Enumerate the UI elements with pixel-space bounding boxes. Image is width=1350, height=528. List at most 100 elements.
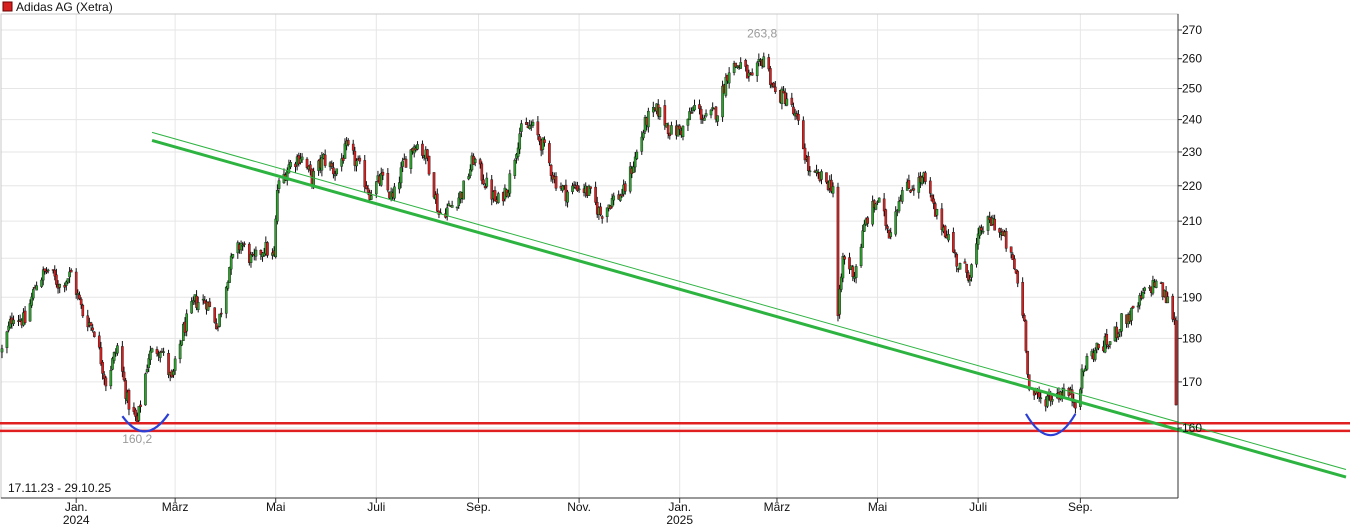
candle-body: [797, 114, 800, 121]
candle-body: [1173, 317, 1176, 321]
candle-body: [239, 243, 243, 251]
candle-body: [30, 296, 33, 306]
candle-body: [139, 404, 142, 408]
candle-body: [343, 143, 347, 159]
candle-body: [1108, 341, 1112, 345]
candle-body: [158, 351, 162, 358]
candle-body: [952, 232, 955, 253]
candle-body: [1174, 320, 1178, 406]
candle-body: [104, 377, 108, 387]
candle-body: [53, 269, 57, 277]
candle-body: [716, 115, 719, 122]
candle-body: [398, 182, 401, 190]
candle-body: [1026, 350, 1029, 375]
candle-body: [678, 125, 681, 130]
y-tick-label: 170: [1182, 375, 1202, 389]
candle-body: [1151, 280, 1155, 294]
candle-body: [109, 370, 113, 387]
candle-body: [421, 143, 424, 156]
candle-body: [727, 72, 731, 84]
candle-body: [162, 351, 165, 353]
candle-body: [195, 295, 198, 308]
candle-body: [167, 353, 170, 375]
candle-body: [355, 160, 358, 167]
candle-body: [571, 185, 574, 192]
candle-body: [975, 243, 978, 265]
candle-body: [333, 174, 337, 177]
candle-body: [180, 340, 184, 346]
candle-body: [473, 158, 477, 163]
candle-body: [774, 86, 777, 92]
candle-body: [745, 65, 749, 79]
candle-body: [191, 300, 195, 303]
candle-body: [208, 301, 212, 307]
candle-body: [190, 301, 193, 314]
x-tick-label: Jan.: [668, 500, 691, 514]
candle-body: [66, 278, 70, 283]
candle-body: [1013, 258, 1016, 270]
candle-body: [150, 348, 154, 353]
candle-body: [699, 108, 703, 120]
candle-body: [65, 281, 68, 286]
candle-body: [803, 147, 807, 161]
y-tick-label: 270: [1182, 23, 1202, 37]
candle-body: [401, 160, 404, 167]
candle-body: [78, 294, 81, 300]
candle-body: [943, 225, 947, 238]
candle-body: [825, 172, 828, 183]
candle-body: [658, 107, 662, 118]
candle-body: [455, 206, 459, 209]
candle-body: [127, 390, 131, 410]
candle-body: [704, 113, 708, 117]
candle-body: [309, 164, 312, 171]
candle-body: [732, 63, 736, 73]
bottom-arc: [121, 413, 170, 433]
candle-body: [882, 198, 886, 212]
candle-body: [340, 158, 343, 167]
candle-body: [493, 190, 497, 202]
x-tick-label: Sep.: [1068, 500, 1093, 514]
candle-body: [305, 158, 309, 168]
candle-body: [1154, 280, 1158, 288]
candle-body: [351, 143, 355, 151]
candle-body: [1084, 368, 1087, 372]
candle-body: [576, 185, 579, 191]
candle-body: [294, 163, 297, 167]
candle-body: [642, 132, 645, 139]
candle-body: [1136, 305, 1140, 308]
candle-body: [666, 124, 670, 135]
candle-body: [871, 201, 874, 225]
candle-body: [670, 125, 673, 135]
candle-body: [86, 315, 90, 328]
candle-body: [734, 62, 738, 68]
candle-body: [426, 149, 429, 159]
candle-body: [587, 185, 591, 196]
candle-body: [1074, 402, 1077, 409]
candle-body: [1021, 281, 1024, 316]
candle-body: [483, 185, 487, 188]
candle-body: [299, 158, 302, 163]
candle-body: [924, 172, 927, 182]
candle-body: [843, 256, 846, 260]
candle-body: [249, 254, 253, 263]
candle-body: [518, 133, 522, 150]
candle-body: [76, 293, 80, 295]
candle-body: [79, 298, 83, 305]
candle-body: [332, 167, 335, 175]
candle-body: [714, 106, 718, 120]
candle-body: [1080, 368, 1084, 389]
candle-body: [998, 228, 1001, 233]
candle-body: [909, 189, 912, 193]
candle-body: [612, 195, 616, 201]
candle-body: [993, 218, 996, 231]
candle-body: [231, 254, 235, 258]
candle-body: [436, 193, 439, 212]
candle-body: [790, 97, 794, 105]
y-tick-label: 230: [1182, 145, 1202, 159]
candle-body: [1105, 334, 1109, 345]
candle-body: [196, 302, 200, 310]
candle-body: [370, 195, 373, 200]
candle-body: [226, 282, 230, 289]
candle-body: [353, 150, 357, 166]
